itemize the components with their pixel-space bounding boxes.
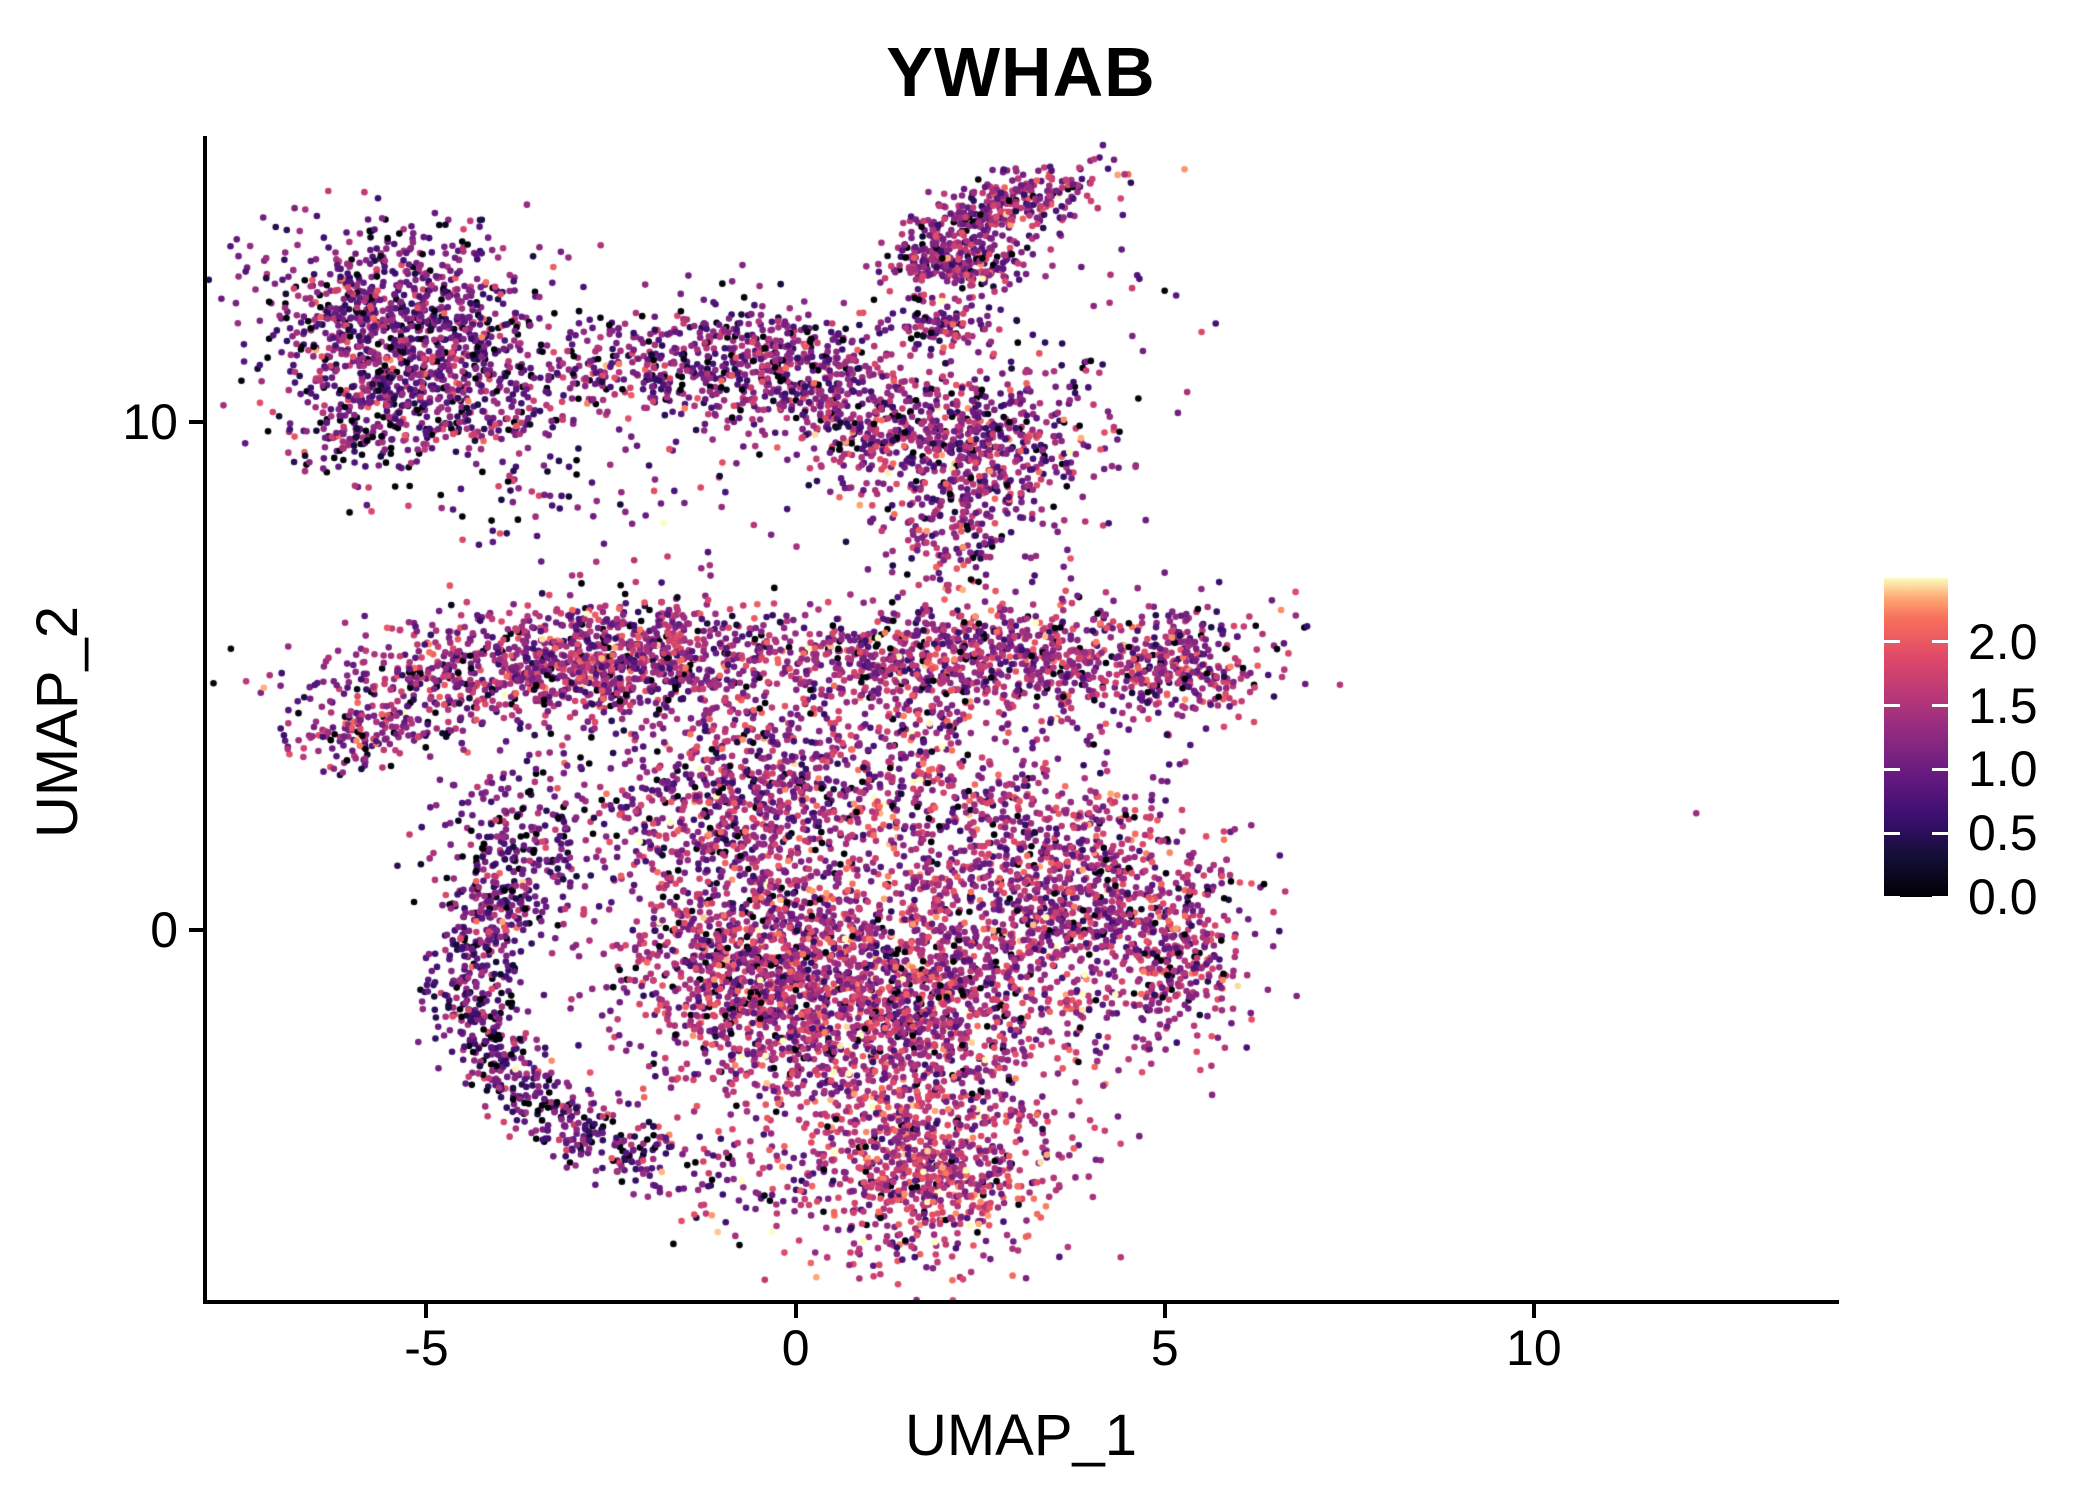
x-tick-mark-10 [1531,1304,1536,1318]
colorbar-label-0.0: 0.0 [1968,869,2038,925]
y-tick-mark-10 [189,420,203,424]
x-tick-label-5: 5 [1150,1320,1179,1376]
colorbar-tick-2.0-right [1932,640,1948,644]
colorbar-tick-1.0-right [1932,767,1948,771]
colorbar-tick-1.0-left [1884,767,1900,771]
y-axis-title: UMAP_2 [25,605,90,839]
x-tick-label-10: 10 [1506,1320,1562,1376]
colorbar-gradient [1884,578,1948,897]
y-tick-label-10: 10 [122,394,178,450]
y-axis-line [203,136,207,1304]
y-tick-mark-0 [189,928,203,933]
colorbar-label-2.0: 2.0 [1968,613,2038,670]
x-tick-mark-5 [1162,1304,1167,1318]
x-axis-title: UMAP_1 [904,1403,1138,1468]
colorbar-tick-1.5-left [1884,704,1900,708]
colorbar-tick-1.5-right [1932,704,1948,708]
x-tick-label-0: 0 [781,1320,810,1376]
y-tick-label-0: 0 [150,902,178,959]
x-tick-mark--5 [424,1304,429,1318]
colorbar-tick-0.5-right [1932,831,1948,835]
colorbar-label-1.0: 1.0 [1968,741,2038,798]
x-axis-line [203,1300,1839,1304]
colorbar-tick-0.5-left [1884,831,1900,835]
x-tick-label--5: -5 [404,1320,449,1376]
x-tick-mark-0 [793,1304,798,1318]
colorbar-tick-0.0-right [1932,895,1948,899]
colorbar-label-1.5: 1.5 [1968,677,2038,734]
colorbar-tick-0.0-left [1884,895,1900,899]
colorbar-label-0.5: 0.5 [1968,805,2038,862]
plot-title: YWHAB [886,33,1156,111]
colorbar-tick-2.0-left [1884,640,1900,644]
umap-scatter-canvas [205,138,1838,1302]
